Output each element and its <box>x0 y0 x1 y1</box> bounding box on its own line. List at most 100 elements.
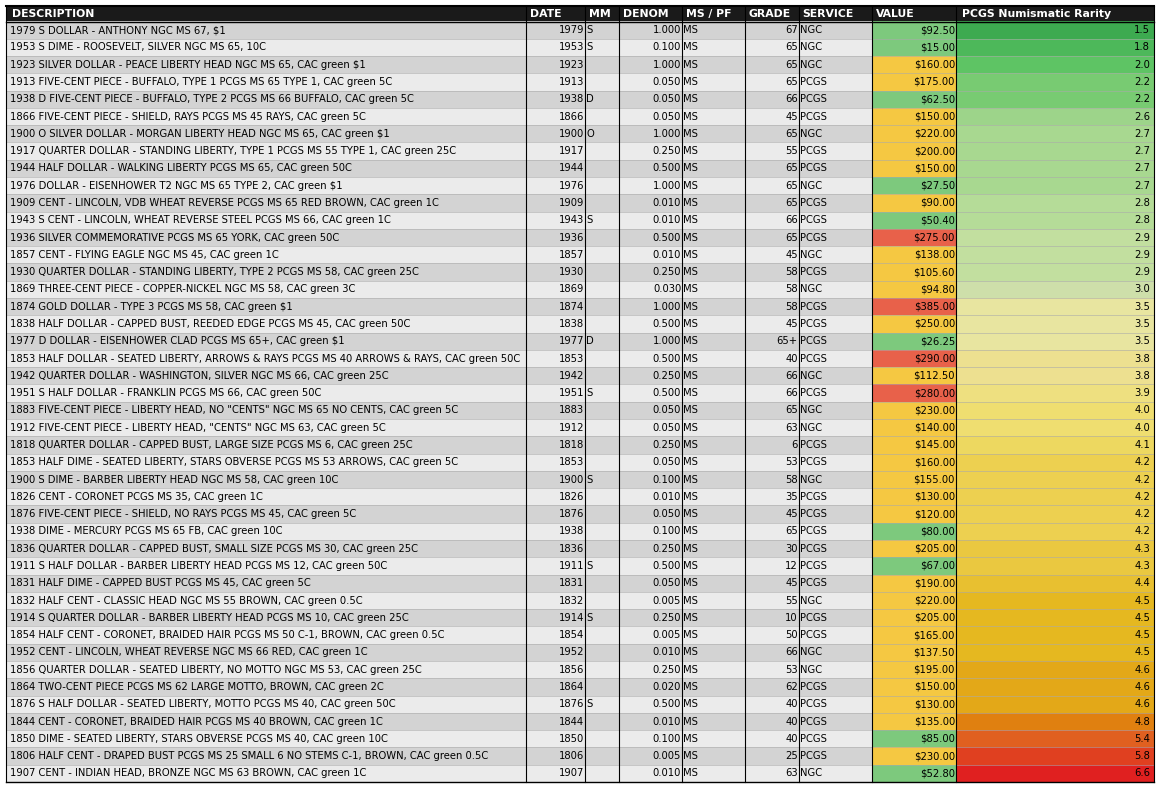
Bar <box>872 298 956 315</box>
Bar <box>799 263 872 281</box>
Bar <box>525 229 585 246</box>
Bar <box>872 160 956 177</box>
Bar <box>799 281 872 298</box>
Text: $94.80: $94.80 <box>920 284 955 295</box>
Text: 67: 67 <box>785 25 798 35</box>
Bar <box>956 367 1154 385</box>
Text: PCGS: PCGS <box>799 699 827 709</box>
Text: $92.50: $92.50 <box>920 25 955 35</box>
Bar <box>872 195 956 212</box>
Bar <box>619 263 682 281</box>
Text: 1952 CENT - LINCOLN, WHEAT REVERSE NGC MS 66 RED, CAC green 1C: 1952 CENT - LINCOLN, WHEAT REVERSE NGC M… <box>10 648 368 657</box>
Bar <box>799 73 872 91</box>
Bar <box>525 574 585 592</box>
Text: MS: MS <box>683 664 698 675</box>
Text: NGC: NGC <box>799 768 821 779</box>
Bar <box>745 505 799 522</box>
Bar <box>585 592 619 609</box>
Text: 4.0: 4.0 <box>1134 422 1150 433</box>
Bar <box>525 6 585 21</box>
Bar <box>682 21 745 39</box>
Text: PCGS: PCGS <box>799 613 827 623</box>
Bar <box>682 505 745 522</box>
Text: 1944: 1944 <box>559 163 585 173</box>
Text: 1930: 1930 <box>559 267 585 277</box>
Bar <box>745 108 799 125</box>
Bar <box>956 6 1154 21</box>
Text: PCGS: PCGS <box>799 95 827 104</box>
Bar <box>745 125 799 143</box>
Text: $280.00: $280.00 <box>914 388 955 398</box>
Bar <box>6 540 525 557</box>
Bar <box>6 108 525 125</box>
Text: 1818 QUARTER DOLLAR - CAPPED BUST, LARGE SIZE PCGS MS 6, CAC green 25C: 1818 QUARTER DOLLAR - CAPPED BUST, LARGE… <box>10 440 413 450</box>
Bar <box>6 367 525 385</box>
Bar <box>872 333 956 350</box>
Bar <box>745 212 799 229</box>
Bar <box>956 489 1154 505</box>
Text: 1917: 1917 <box>559 146 585 156</box>
Text: PCGS: PCGS <box>799 544 827 554</box>
Bar <box>872 540 956 557</box>
Bar <box>745 177 799 195</box>
Bar <box>872 367 956 385</box>
Bar <box>745 644 799 661</box>
Bar <box>585 574 619 592</box>
Bar <box>872 108 956 125</box>
Text: 65: 65 <box>785 77 798 87</box>
Bar <box>682 108 745 125</box>
Bar <box>745 315 799 333</box>
Bar <box>619 315 682 333</box>
Bar <box>585 454 619 471</box>
Text: 4.6: 4.6 <box>1134 664 1150 675</box>
Text: DATE: DATE <box>530 9 561 19</box>
Bar <box>6 748 525 764</box>
Text: 0.010: 0.010 <box>653 768 681 779</box>
Bar <box>682 298 745 315</box>
Bar <box>619 91 682 108</box>
Text: 45: 45 <box>785 509 798 519</box>
Bar <box>585 212 619 229</box>
Bar <box>872 764 956 782</box>
Bar <box>525 661 585 678</box>
Text: $145.00: $145.00 <box>914 440 955 450</box>
Text: 63: 63 <box>785 422 798 433</box>
Bar <box>525 748 585 764</box>
Text: 0.010: 0.010 <box>653 198 681 208</box>
Text: PCGS: PCGS <box>799 336 827 346</box>
Text: MS: MS <box>683 354 698 363</box>
Bar <box>799 609 872 626</box>
Bar <box>525 350 585 367</box>
Bar <box>682 125 745 143</box>
Bar <box>6 91 525 108</box>
Text: DENOM: DENOM <box>623 9 668 19</box>
Bar <box>585 39 619 56</box>
Bar <box>585 471 619 489</box>
Bar <box>525 125 585 143</box>
Bar <box>799 108 872 125</box>
Bar <box>6 315 525 333</box>
Text: $155.00: $155.00 <box>914 474 955 485</box>
Text: 2.9: 2.9 <box>1134 267 1150 277</box>
Bar <box>619 471 682 489</box>
Text: 0.050: 0.050 <box>653 422 681 433</box>
Text: 50: 50 <box>785 630 798 640</box>
Text: 1856: 1856 <box>559 664 585 675</box>
Text: 0.250: 0.250 <box>653 544 681 554</box>
Text: PCGS: PCGS <box>799 682 827 692</box>
Text: 1832 HALF CENT - CLASSIC HEAD NGC MS 55 BROWN, CAC green 0.5C: 1832 HALF CENT - CLASSIC HEAD NGC MS 55 … <box>10 596 363 605</box>
Text: 1.000: 1.000 <box>653 336 681 346</box>
Bar <box>525 489 585 505</box>
Bar <box>585 350 619 367</box>
Bar <box>956 315 1154 333</box>
Text: 12: 12 <box>785 561 798 571</box>
Bar <box>619 644 682 661</box>
Text: $85.00: $85.00 <box>920 734 955 744</box>
Bar <box>682 143 745 160</box>
Bar <box>682 748 745 764</box>
Bar <box>585 661 619 678</box>
Bar <box>872 73 956 91</box>
Text: $137.50: $137.50 <box>914 648 955 657</box>
Bar <box>682 678 745 696</box>
Bar <box>956 748 1154 764</box>
